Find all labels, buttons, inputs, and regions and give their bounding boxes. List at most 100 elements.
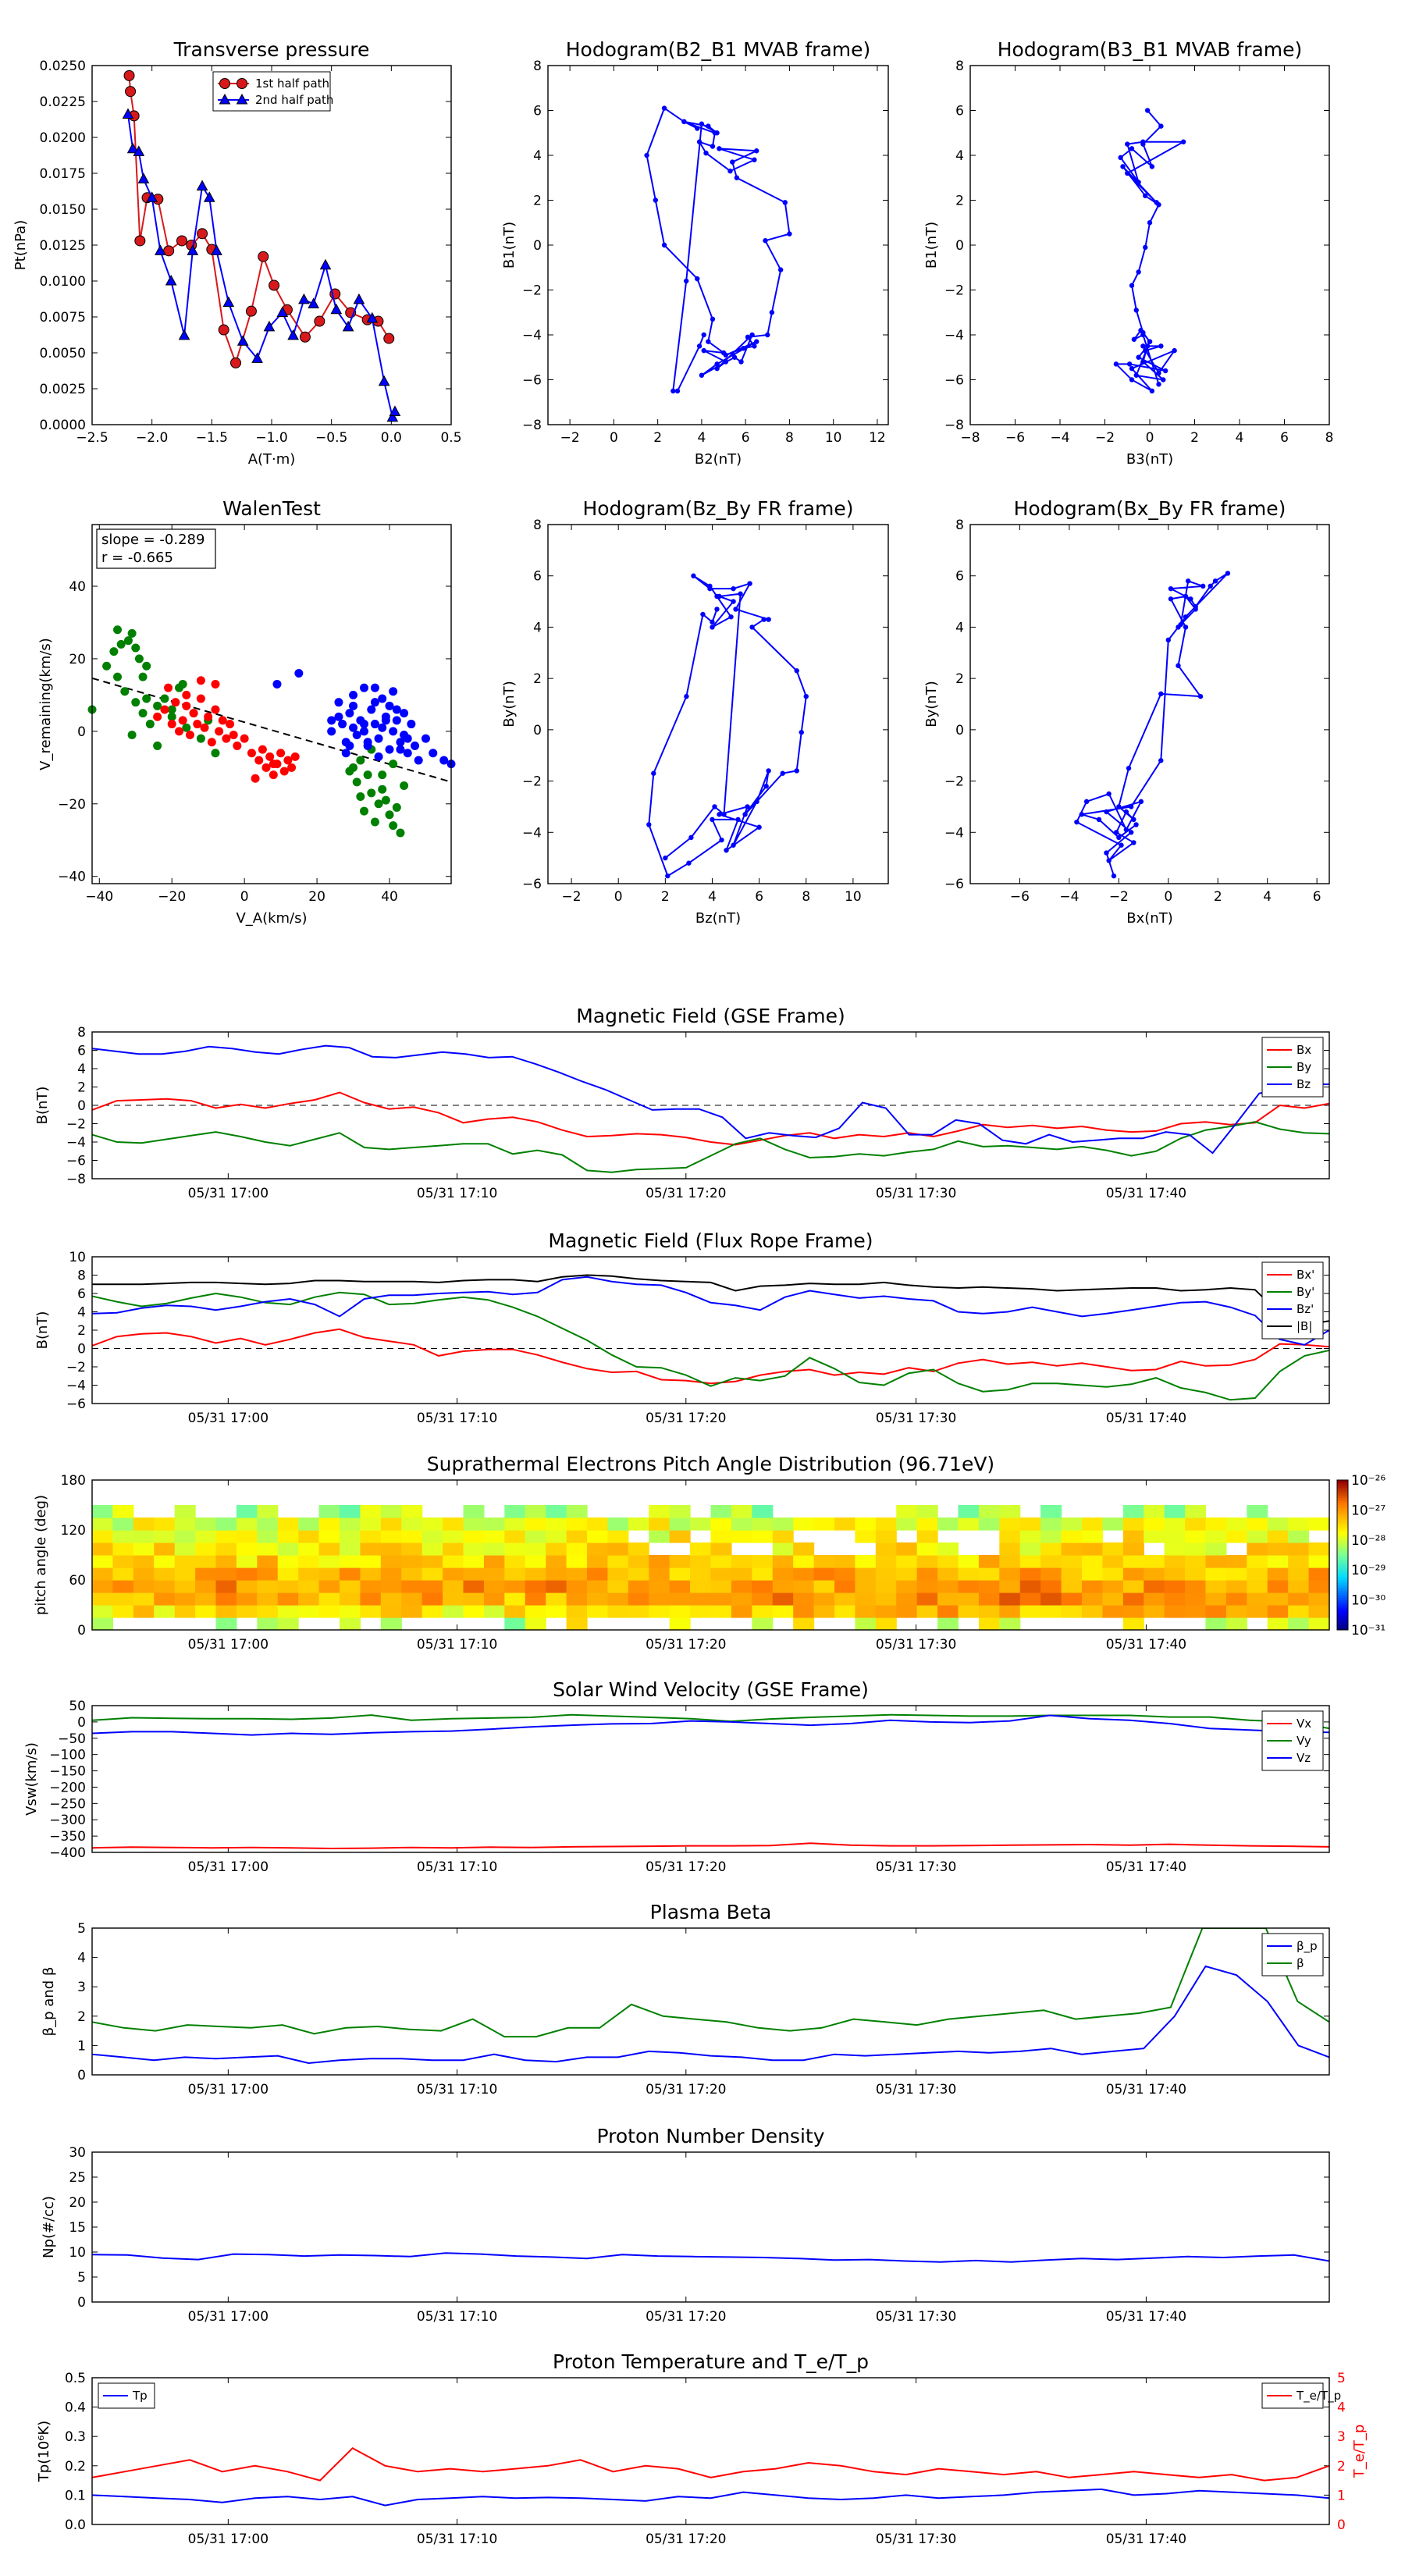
y-tick-label: −100: [49, 1748, 86, 1763]
heatmap-cell: [1040, 1530, 1062, 1543]
x-tick-label: −2.5: [76, 430, 108, 446]
series-line: [128, 75, 390, 366]
heatmap-cell: [525, 1542, 546, 1556]
heatmap-cell: [937, 1592, 959, 1606]
x-tick-label: 6: [1280, 430, 1289, 446]
heatmap-cell: [1185, 1567, 1207, 1581]
heatmap-cell: [380, 1592, 402, 1606]
data-point: [1158, 691, 1164, 697]
legend-marker: [219, 93, 231, 105]
heatmap-cell: [1247, 1517, 1268, 1531]
data-point: [1116, 834, 1122, 841]
data-point: [175, 727, 184, 736]
heatmap-cell: [340, 1592, 361, 1606]
data-point: [1183, 624, 1189, 630]
heatmap-cell: [1247, 1542, 1268, 1556]
heatmap-cell: [318, 1555, 340, 1568]
heatmap-cell: [916, 1592, 938, 1606]
data-point: [1133, 308, 1139, 313]
data-point: [279, 767, 289, 776]
colorbar-tick-label: 10⁻²⁹: [1351, 1563, 1385, 1578]
x-tick-label: 05/31 17:20: [646, 1859, 726, 1875]
data-point: [414, 756, 423, 765]
data-point: [700, 611, 706, 617]
y-tick-label: −2: [522, 774, 542, 790]
data-point: [204, 712, 213, 721]
heatmap-cell: [999, 1580, 1021, 1593]
heatmap-cell: [1288, 1617, 1310, 1631]
data-point: [251, 774, 260, 783]
data-point: [363, 770, 372, 780]
heatmap-cell: [999, 1505, 1021, 1518]
y-tick-label: 30: [69, 2145, 86, 2161]
data-point: [787, 231, 792, 237]
y-tick-label: −6: [522, 373, 542, 389]
heatmap-cell: [690, 1517, 712, 1531]
y-tick-label: 0: [77, 1342, 86, 1357]
data-point: [686, 860, 692, 866]
legend-label: Vx: [1297, 1717, 1311, 1731]
colorbar-segment: [1337, 1589, 1348, 1593]
heatmap-cell: [731, 1592, 752, 1606]
x-tick-label: −1.5: [196, 430, 228, 446]
heatmap-cell: [1288, 1592, 1310, 1606]
heatmap-cell: [710, 1592, 732, 1606]
heatmap-cell: [1247, 1592, 1268, 1606]
colorbar-tick-label: 10⁻²⁶: [1351, 1473, 1385, 1489]
chart-title: Transverse pressure: [173, 38, 370, 61]
data-point: [1147, 339, 1153, 344]
heatmap-cell: [607, 1555, 629, 1568]
heatmap-cell: [380, 1517, 402, 1531]
heatmap-cell: [154, 1542, 176, 1556]
heatmap-cell: [546, 1517, 567, 1531]
heatmap-cell: [340, 1555, 361, 1568]
data-point: [738, 591, 743, 596]
data-point: [695, 276, 700, 282]
heatmap-cell: [1288, 1580, 1310, 1593]
heatmap-cell: [257, 1542, 279, 1556]
data-point: [345, 709, 354, 718]
heatmap-cell: [875, 1530, 897, 1543]
data-point: [160, 705, 169, 714]
heatmap-cell: [855, 1517, 877, 1531]
y-axis-label: By(nT): [501, 681, 518, 727]
heatmap-cell: [1185, 1542, 1207, 1556]
colorbar-segment: [1337, 1577, 1348, 1581]
annotation-slope: slope = -0.289: [101, 532, 205, 548]
heatmap-cell: [1122, 1505, 1144, 1518]
legend-box: [1261, 1933, 1324, 1976]
heatmap-cell: [546, 1555, 567, 1568]
heatmap-cell: [1225, 1530, 1247, 1543]
data-point: [1129, 283, 1135, 288]
data-point: [756, 824, 762, 830]
chart-hxy: −6 −4 −2 0 2 4 6 −6 −4 −2 0 2 4 6 8 Hodogram(Bx_By FR f…: [923, 497, 1330, 927]
heatmap-cell: [1267, 1605, 1289, 1618]
data-point: [1104, 809, 1109, 815]
colorbar-segment: [1337, 1570, 1348, 1573]
heatmap-cell: [195, 1580, 217, 1593]
heatmap-cell: [1040, 1505, 1062, 1518]
data-point: [374, 752, 383, 761]
data-point: [269, 760, 278, 769]
data-point: [133, 145, 145, 156]
data-point: [185, 730, 194, 739]
colorbar-segment: [1337, 1520, 1348, 1523]
heatmap-cell: [257, 1530, 279, 1543]
y-tick-label: 6: [533, 569, 542, 585]
x-tick-label: −4: [1050, 430, 1069, 446]
heatmap-cell: [112, 1542, 134, 1556]
heatmap-cell: [896, 1555, 918, 1568]
heatmap-cell: [215, 1605, 237, 1618]
data-point: [712, 804, 717, 809]
chart-pt: −2.5 −2.0 −1.5 −1.0 −0.5 0.0 0.5 0.0000 0.0025 0.…: [12, 38, 462, 468]
data-point: [1156, 382, 1161, 387]
series-line-Vy: [92, 1713, 1329, 1730]
data-point: [113, 672, 123, 681]
heatmap-cell: [215, 1617, 237, 1631]
heatmap-cell: [1247, 1505, 1268, 1518]
x-tick-label: 12: [869, 430, 886, 446]
y-tick-label: −2: [944, 774, 964, 790]
data-point: [1225, 571, 1231, 576]
x-tick-label: 0: [240, 889, 249, 905]
data-point: [258, 745, 267, 754]
